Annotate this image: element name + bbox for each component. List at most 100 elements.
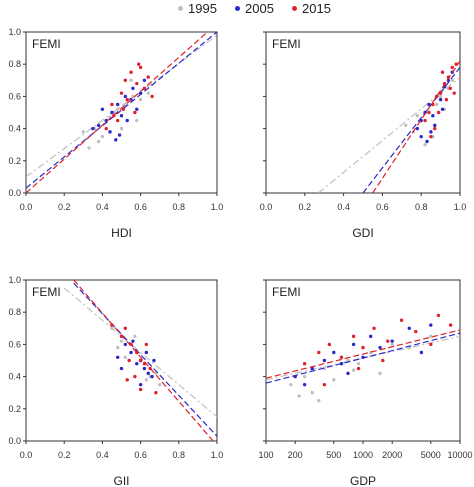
data-point xyxy=(429,323,433,327)
data-point xyxy=(297,394,301,398)
y-tick-label: 0.8 xyxy=(8,59,21,69)
legend-marker-1995 xyxy=(178,6,183,12)
x-tick-label: 0.4 xyxy=(337,202,350,212)
x-tick-label: 200 xyxy=(288,450,303,460)
plot-area xyxy=(26,32,217,193)
x-tick-label: 0.2 xyxy=(58,202,71,212)
data-point xyxy=(133,334,137,339)
data-point xyxy=(150,94,154,99)
data-point xyxy=(438,97,443,102)
data-point xyxy=(368,334,373,339)
data-point xyxy=(414,329,418,334)
y-tick-label: 1.0 xyxy=(8,27,21,37)
data-point xyxy=(142,366,147,371)
y-tick-label: 0.8 xyxy=(8,307,21,317)
x-tick-label: 1.0 xyxy=(211,202,224,212)
data-point xyxy=(322,358,327,363)
data-point xyxy=(146,91,150,95)
data-point xyxy=(158,382,162,387)
trend-line xyxy=(73,280,214,441)
x-tick-label: 0.6 xyxy=(134,450,147,460)
data-point xyxy=(403,123,408,128)
data-point xyxy=(390,339,394,343)
data-point xyxy=(87,146,91,150)
plot-frame xyxy=(265,31,461,194)
y-tick-label: 0.0 xyxy=(8,436,21,446)
trend-line xyxy=(26,32,208,193)
x-tick-label: 500 xyxy=(326,450,341,460)
panel-label: FEMI xyxy=(32,37,61,51)
data-point xyxy=(317,350,321,355)
data-point xyxy=(356,362,361,366)
data-point xyxy=(429,342,433,347)
data-point xyxy=(399,318,404,322)
data-point xyxy=(302,362,307,366)
data-point xyxy=(438,94,443,99)
data-point xyxy=(289,382,293,387)
data-point xyxy=(123,326,128,330)
data-point xyxy=(310,366,314,371)
x-tick-label: 1.0 xyxy=(211,450,224,460)
trend-line xyxy=(266,332,460,384)
data-point xyxy=(96,123,101,128)
data-point xyxy=(133,110,137,115)
data-point xyxy=(425,139,429,144)
trend-line xyxy=(266,329,460,379)
x-tick-label: 0.4 xyxy=(96,450,109,460)
data-point xyxy=(117,133,122,137)
x-tick-label: 0.2 xyxy=(299,202,312,212)
data-point xyxy=(115,118,120,123)
data-point xyxy=(154,391,158,395)
x-tick-label: 2000 xyxy=(382,450,402,460)
data-point xyxy=(144,378,149,382)
data-point xyxy=(332,378,336,382)
y-tick-label: 0.6 xyxy=(8,91,21,101)
data-point xyxy=(110,110,114,115)
data-point xyxy=(423,118,427,123)
y-tick-label: 0.6 xyxy=(8,339,21,349)
data-point xyxy=(115,345,120,350)
data-point xyxy=(423,143,427,147)
data-point xyxy=(114,138,118,142)
data-point xyxy=(135,118,139,123)
data-point xyxy=(448,323,453,327)
x-axis-label: GII xyxy=(113,474,129,487)
plot-frame xyxy=(25,279,218,442)
legend-label-2015: 2015 xyxy=(302,1,331,16)
x-axis-label: HDI xyxy=(111,226,132,240)
data-point xyxy=(129,350,133,355)
data-point xyxy=(356,366,361,371)
panel-label: FEMI xyxy=(272,285,301,299)
trend-line xyxy=(266,335,460,381)
trend-line xyxy=(26,32,217,189)
data-point xyxy=(435,102,439,107)
x-tick-label: 0.8 xyxy=(173,450,186,460)
data-point xyxy=(378,345,382,350)
scatter-panel-4: 100 200 500 1000 2000 5000 10000 FEMI GDP xyxy=(258,279,473,487)
trend-line xyxy=(73,282,217,437)
x-axis-label: GDI xyxy=(352,226,373,240)
data-point xyxy=(327,342,332,347)
data-point xyxy=(142,78,147,83)
x-tick-label: 10000 xyxy=(447,450,472,460)
y-tick-label: 0.2 xyxy=(8,156,21,166)
plot-area xyxy=(266,313,460,403)
data-point xyxy=(436,313,441,318)
data-point xyxy=(110,102,114,107)
y-tick-label: 0.4 xyxy=(8,124,21,134)
data-point xyxy=(450,78,454,83)
x-tick-label: 0.8 xyxy=(173,202,186,212)
data-point xyxy=(138,387,143,392)
data-point xyxy=(317,399,321,403)
plot-area xyxy=(63,280,217,441)
data-point xyxy=(390,342,394,347)
data-point xyxy=(448,86,452,91)
data-point xyxy=(361,345,365,350)
data-point xyxy=(450,65,454,70)
data-point xyxy=(433,126,437,131)
x-tick-label: 0.6 xyxy=(134,202,147,212)
data-point xyxy=(381,358,385,363)
chart-legend: 1995 2005 2015 xyxy=(0,0,474,20)
data-point xyxy=(123,78,128,83)
